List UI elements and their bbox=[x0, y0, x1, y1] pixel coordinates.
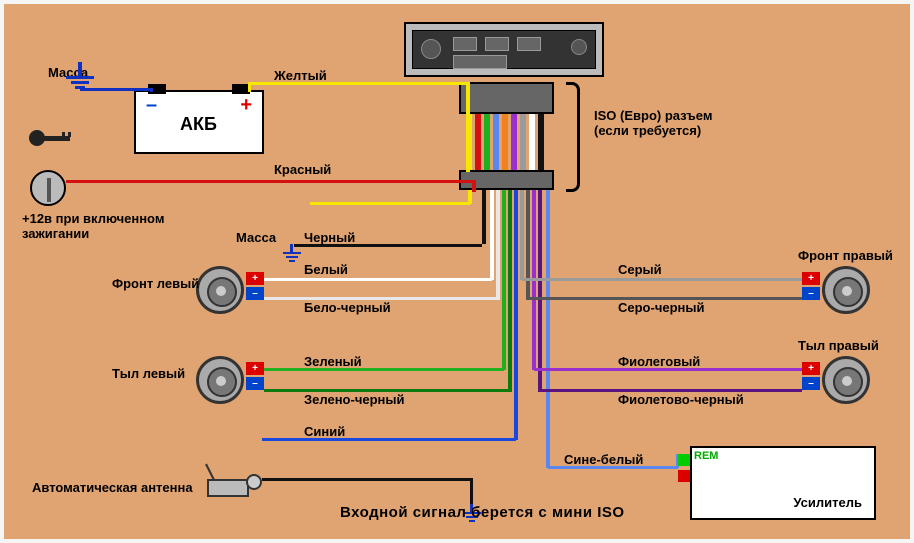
speaker-front-right bbox=[822, 266, 870, 314]
wire-white-black bbox=[264, 297, 498, 300]
speaker-rl-terminals: +– bbox=[246, 362, 264, 390]
wire-ground bbox=[80, 88, 152, 91]
rr-label: Тыл правый bbox=[798, 338, 879, 353]
speaker-fl-terminals: +– bbox=[246, 272, 264, 300]
red-label: Красный bbox=[274, 162, 331, 177]
harness-wire bbox=[520, 114, 526, 170]
wire-blue-white bbox=[548, 466, 678, 469]
wire-antenna-gnd bbox=[262, 478, 472, 481]
wire-violet-black bbox=[540, 389, 802, 392]
antenna-label: Автоматическая антенна bbox=[32, 480, 193, 495]
ignition-key-icon bbox=[28, 126, 74, 150]
footer-text: Входной сигнал берется с мини ISO bbox=[340, 504, 625, 521]
fr-label: Фронт правый bbox=[798, 248, 893, 263]
violet-black-label: Фиолетово-черный bbox=[618, 392, 744, 407]
blue-label: Синий bbox=[304, 424, 345, 439]
head-unit bbox=[404, 22, 604, 77]
iso-label: ISO (Евро) разъем (если требуется) bbox=[594, 108, 712, 138]
amp-rem-port bbox=[678, 454, 690, 466]
wire-green bbox=[264, 368, 504, 371]
grey-black-label: Серо-черный bbox=[618, 300, 705, 315]
wire-violet bbox=[534, 368, 802, 371]
wire-green-black bbox=[264, 389, 510, 392]
rl-label: Тыл левый bbox=[112, 366, 185, 381]
violet-label: Фиолеговый bbox=[618, 354, 700, 369]
ground-symbol-small bbox=[280, 244, 304, 264]
amplifier: REM Усилитель bbox=[690, 446, 876, 520]
wire-grey bbox=[522, 278, 802, 281]
green-black-label: Зелено-черный bbox=[304, 392, 404, 407]
harness-wire bbox=[538, 114, 544, 170]
battery: – + АКБ bbox=[134, 90, 264, 154]
grey-label: Серый bbox=[618, 262, 662, 277]
harness-wire bbox=[475, 114, 481, 170]
speaker-rear-left bbox=[196, 356, 244, 404]
speaker-fr-terminals: +– bbox=[802, 272, 820, 300]
speaker-front-left bbox=[196, 266, 244, 314]
speaker-rr-terminals: +– bbox=[802, 362, 820, 390]
wire-white bbox=[264, 278, 492, 281]
black-label: Черный bbox=[304, 230, 355, 245]
amp-rem-label: REM bbox=[694, 450, 718, 462]
speaker-rear-right bbox=[822, 356, 870, 404]
harness-wire bbox=[502, 114, 508, 170]
amp-input-port bbox=[678, 470, 690, 482]
mass2-label: Масса bbox=[236, 230, 276, 245]
iso-connector-top bbox=[459, 82, 554, 114]
wire-black bbox=[294, 244, 482, 247]
iso-bracket bbox=[566, 82, 580, 192]
wire-red bbox=[66, 180, 474, 183]
ignition-label-1: +12в при включенном bbox=[22, 211, 164, 226]
white-label: Белый bbox=[304, 262, 348, 277]
harness-wire bbox=[493, 114, 499, 170]
battery-label: АКБ bbox=[180, 114, 217, 135]
wire-blue bbox=[262, 438, 516, 441]
amp-label: Усилитель bbox=[793, 495, 862, 510]
yellow-label: Желтый bbox=[274, 68, 327, 83]
ground-symbol bbox=[60, 62, 100, 90]
fl-label: Фронт левый bbox=[112, 276, 199, 291]
blue-white-label: Сине-белый bbox=[564, 452, 643, 467]
ignition-switch bbox=[30, 170, 66, 206]
harness-wire bbox=[484, 114, 490, 170]
green-label: Зеленый bbox=[304, 354, 362, 369]
antenna-icon bbox=[204, 462, 264, 502]
harness-wire bbox=[529, 114, 535, 170]
harness-wire bbox=[511, 114, 517, 170]
ignition-label-2: зажигании bbox=[22, 226, 89, 241]
white-black-label: Бело-черный bbox=[304, 300, 391, 315]
wire-grey-black bbox=[528, 297, 802, 300]
